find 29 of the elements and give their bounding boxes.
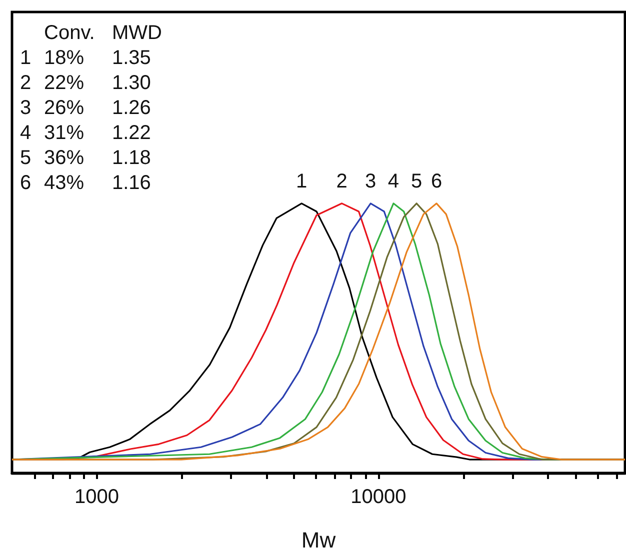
text: Conv. xyxy=(44,22,96,45)
text: 1.16 xyxy=(112,172,152,195)
text: 3 xyxy=(20,97,32,120)
text: 5 xyxy=(20,147,32,170)
series-label: 1 xyxy=(296,170,308,192)
text: 36% xyxy=(44,147,86,170)
text: 1.30 xyxy=(112,72,152,95)
text: 1.26 xyxy=(112,97,152,120)
x-axis-title: Mw xyxy=(301,528,336,552)
text: 4 xyxy=(20,122,32,145)
text: MWD xyxy=(112,22,163,45)
text: 1 xyxy=(20,47,32,70)
text: 26% xyxy=(44,97,86,120)
series-label: 4 xyxy=(388,170,400,192)
text: 43% xyxy=(44,172,86,195)
series-label: 3 xyxy=(365,170,376,192)
text: 1.18 xyxy=(112,147,152,170)
series-label: 6 xyxy=(430,170,442,192)
text: 31% xyxy=(44,122,86,145)
series-label: 2 xyxy=(336,170,348,192)
text: 2 xyxy=(20,72,32,95)
text: 22% xyxy=(44,72,86,95)
series-label: 5 xyxy=(411,170,422,192)
x-tick-label: 1000 xyxy=(74,486,120,508)
text: 18% xyxy=(44,47,86,70)
text: 1.35 xyxy=(112,47,152,70)
x-tick-label: 10000 xyxy=(350,486,406,508)
text: 1.22 xyxy=(112,122,152,145)
text: 6 xyxy=(20,172,32,195)
